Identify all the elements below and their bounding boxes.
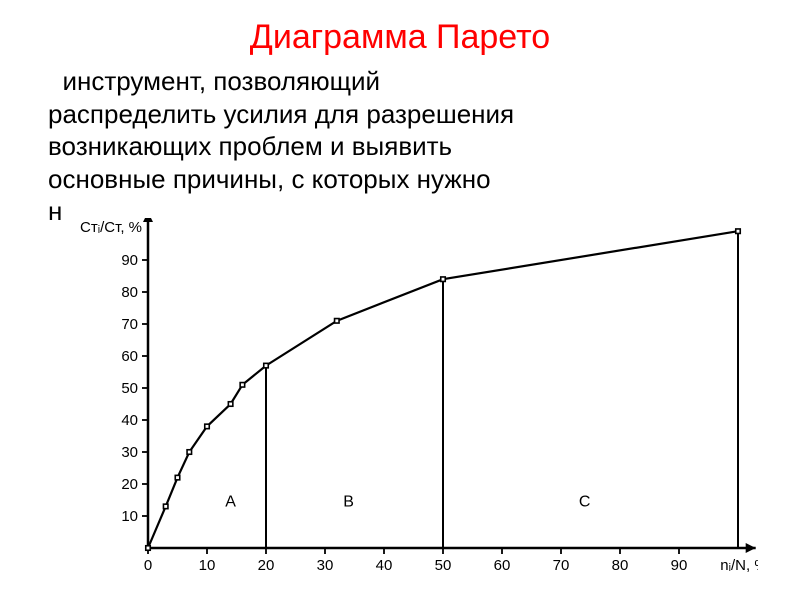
y-tick-label: 70 xyxy=(121,316,138,333)
y-tick-label: 30 xyxy=(121,444,138,461)
x-tick-label: 0 xyxy=(144,557,152,574)
y-tick-label: 40 xyxy=(121,412,138,429)
x-tick-label: 70 xyxy=(553,557,570,574)
subtitle-line: н xyxy=(48,196,62,226)
page-root: Диаграмма Парето инструмент, позволяющий… xyxy=(0,0,800,600)
x-tick-label: 30 xyxy=(317,557,334,574)
x-tick-label: 60 xyxy=(494,557,511,574)
region-label: A xyxy=(225,493,236,510)
x-tick-label: 90 xyxy=(671,557,688,574)
y-axis-label: Стᵢ/Ст, % xyxy=(80,219,142,236)
subtitle-line: возникающих проблем и выявить xyxy=(48,131,452,161)
data-marker xyxy=(441,277,446,282)
x-tick-label: 80 xyxy=(612,557,629,574)
x-tick-label: 40 xyxy=(376,557,393,574)
subtitle-text: инструмент, позволяющийраспределить усил… xyxy=(0,57,800,228)
data-marker xyxy=(264,363,269,368)
subtitle-line: распределить усилия для разрешения xyxy=(48,99,514,129)
data-marker xyxy=(736,229,741,234)
y-tick-label: 20 xyxy=(121,476,138,493)
region-label: C xyxy=(579,493,591,510)
data-marker xyxy=(146,546,151,551)
y-tick-label: 90 xyxy=(121,252,138,269)
data-marker xyxy=(335,319,340,324)
y-tick-label: 80 xyxy=(121,284,138,301)
x-tick-label: 20 xyxy=(258,557,275,574)
x-tick-label: 50 xyxy=(435,557,452,574)
data-marker xyxy=(205,424,210,429)
data-marker xyxy=(187,450,192,455)
y-axis-arrow xyxy=(143,218,153,222)
data-marker xyxy=(228,402,233,407)
data-marker xyxy=(175,475,180,480)
y-tick-label: 50 xyxy=(121,380,138,397)
y-tick-label: 10 xyxy=(121,508,138,525)
y-tick-label: 60 xyxy=(121,348,138,365)
data-marker xyxy=(240,383,245,388)
pareto-chart: 10 20 30 40 50 60 70 80 90 Стᵢ/Ст, % 0 10 20 30 40 50 60… xyxy=(78,218,758,588)
x-tick-label: 10 xyxy=(199,557,216,574)
region-label: B xyxy=(343,493,354,510)
page-title: Диаграмма Парето xyxy=(0,0,800,57)
subtitle-line: инструмент, позволяющий xyxy=(48,66,380,96)
x-axis-label: nᵢ/N, % xyxy=(720,557,758,574)
data-marker xyxy=(163,504,168,509)
subtitle-line: основные причины, с которых нужно xyxy=(48,164,491,194)
x-axis-arrow xyxy=(746,543,756,553)
